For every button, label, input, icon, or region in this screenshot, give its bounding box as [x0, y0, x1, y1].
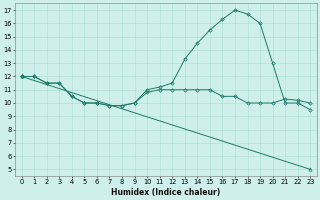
X-axis label: Humidex (Indice chaleur): Humidex (Indice chaleur) [111, 188, 220, 197]
